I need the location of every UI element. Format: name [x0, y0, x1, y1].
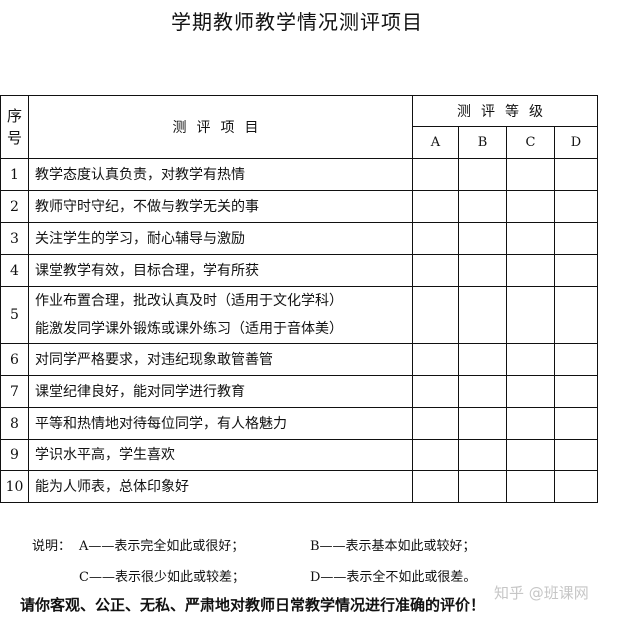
row-item: 能为人师表，总体印象好: [28, 470, 413, 503]
grade-cell-a[interactable]: [412, 158, 459, 191]
grade-cell-c[interactable]: [506, 158, 555, 191]
row-no: 4: [0, 254, 29, 287]
grade-cell-d[interactable]: [554, 343, 598, 376]
grade-cell-b[interactable]: [458, 407, 507, 440]
row-no: 3: [0, 222, 29, 255]
row-item: 课堂教学有效，目标合理，学有所获: [28, 254, 413, 287]
table-row: 2 教师守时守纪，不做与教学无关的事: [0, 190, 598, 223]
row-item-text: 作业布置合理，批改认真及时（适用于文化学科）: [35, 293, 343, 309]
grade-cell-b[interactable]: [458, 158, 507, 191]
grade-cell-c[interactable]: [506, 286, 555, 344]
row-item-text: 能为人师表，总体印象好: [35, 478, 189, 495]
grade-cell-c[interactable]: [506, 375, 555, 408]
page-title: 学期教师教学情况测评项目: [171, 10, 423, 34]
row-no: 9: [0, 439, 29, 471]
grade-cell-a[interactable]: [412, 222, 459, 255]
table-row: 1 教学态度认真负责，对教学有热情: [0, 158, 598, 191]
row-item: 教师守时守纪，不做与教学无关的事: [28, 190, 413, 223]
grade-a: A: [412, 126, 459, 159]
table-row: 4 课堂教学有效，目标合理，学有所获: [0, 254, 598, 287]
grade-cell-b[interactable]: [458, 375, 507, 408]
note-label: 说明：: [32, 539, 72, 554]
row-item-text: 平等和热情地对待每位同学，有人格魅力: [35, 415, 287, 432]
grade-cell-d[interactable]: [554, 286, 598, 344]
table-row: 7 课堂纪律良好，能对同学进行教育: [0, 375, 598, 408]
table-row: 9 学识水平高，学生喜欢: [0, 439, 598, 471]
grade-cell-b[interactable]: [458, 222, 507, 255]
row-no: 8: [0, 407, 29, 440]
grade-c: C: [506, 126, 555, 159]
header-item: 测评项目: [28, 95, 413, 159]
grade-cell-c[interactable]: [506, 190, 555, 223]
grade-cell-d[interactable]: [554, 439, 598, 471]
row-no: 6: [0, 343, 29, 376]
grade-cell-b[interactable]: [458, 286, 507, 344]
grade-cell-b[interactable]: [458, 470, 507, 503]
grade-cell-b[interactable]: [458, 343, 507, 376]
row-no: 2: [0, 190, 29, 223]
row-item: 平等和热情地对待每位同学，有人格魅力: [28, 407, 413, 440]
grade-cell-c[interactable]: [506, 439, 555, 471]
grade-cell-a[interactable]: [412, 286, 459, 344]
grade-cell-d[interactable]: [554, 222, 598, 255]
note-a: A——表示完全如此或很好；: [79, 539, 245, 554]
grade-cell-a[interactable]: [412, 407, 459, 440]
row-item: 作业布置合理，批改认真及时（适用于文化学科） 能激发同学课外锻炼或课外练习（适用于…: [28, 286, 413, 344]
row-item: 学识水平高，学生喜欢: [28, 439, 413, 471]
row-item-text: 对同学严格要求，对违纪现象敢管善管: [35, 351, 273, 368]
table-row: 5 作业布置合理，批改认真及时（适用于文化学科） 能激发同学课外锻炼或课外练习（适用…: [0, 286, 598, 344]
header-grade: 测评等级: [412, 95, 598, 127]
grade-cell-c[interactable]: [506, 254, 555, 287]
table-row: 8 平等和热情地对待每位同学，有人格魅力: [0, 407, 598, 440]
row-item: 关注学生的学习，耐心辅导与激励: [28, 222, 413, 255]
row-no: 1: [0, 158, 29, 191]
note-c: C——表示很少如此或较差；: [79, 570, 245, 585]
row-no: 7: [0, 375, 29, 408]
grade-cell-a[interactable]: [412, 375, 459, 408]
grade-cell-b[interactable]: [458, 190, 507, 223]
grade-cell-c[interactable]: [506, 222, 555, 255]
row-item-text: 关注学生的学习，耐心辅导与激励: [35, 230, 245, 247]
grade-b: B: [458, 126, 507, 159]
grade-cell-c[interactable]: [506, 470, 555, 503]
row-no: 5: [0, 286, 29, 344]
grade-cell-d[interactable]: [554, 375, 598, 408]
row-item-text-2: 能激发同学课外锻炼或课外练习（适用于音体美）: [35, 321, 343, 337]
row-item-text: 教学态度认真负责，对教学有热情: [35, 166, 245, 183]
row-no: 10: [0, 470, 29, 503]
grade-cell-a[interactable]: [412, 190, 459, 223]
grade-cell-c[interactable]: [506, 407, 555, 440]
table-row: 3 关注学生的学习，耐心辅导与激励: [0, 222, 598, 255]
grade-cell-d[interactable]: [554, 407, 598, 440]
grade-cell-a[interactable]: [412, 343, 459, 376]
grade-cell-d[interactable]: [554, 190, 598, 223]
row-item-text: 学识水平高，学生喜欢: [35, 447, 175, 463]
grade-cell-a[interactable]: [412, 254, 459, 287]
note-d: D——表示全不如此或很差。: [310, 570, 477, 585]
row-item: 教学态度认真负责，对教学有热情: [28, 158, 413, 191]
grade-cell-a[interactable]: [412, 470, 459, 503]
grade-cell-b[interactable]: [458, 254, 507, 287]
row-item-text: 教师守时守纪，不做与教学无关的事: [35, 198, 259, 215]
grade-cell-c[interactable]: [506, 343, 555, 376]
row-item: 课堂纪律良好，能对同学进行教育: [28, 375, 413, 408]
grade-cell-a[interactable]: [412, 439, 459, 471]
grade-cell-d[interactable]: [554, 470, 598, 503]
grade-cell-d[interactable]: [554, 158, 598, 191]
evaluation-table: 序号 测评项目 测评等级 A B C D 1 教学态度认真负责，对教学有热情 2 教师…: [0, 95, 598, 503]
note-b: B——表示基本如此或较好；: [310, 539, 476, 554]
grade-cell-d[interactable]: [554, 254, 598, 287]
row-item-text: 课堂教学有效，目标合理，学有所获: [35, 262, 259, 279]
row-item-text: 课堂纪律良好，能对同学进行教育: [35, 383, 245, 400]
final-instruction: 请你客观、公正、无私、严肃地对教师日常教学情况进行准确的评价！: [20, 596, 486, 614]
table-row: 10 能为人师表，总体印象好: [0, 470, 598, 503]
watermark: 知乎 @班课网: [494, 584, 589, 602]
row-item: 对同学严格要求，对违纪现象敢管善管: [28, 343, 413, 376]
table-row: 6 对同学严格要求，对违纪现象敢管善管: [0, 343, 598, 376]
grade-cell-b[interactable]: [458, 439, 507, 471]
header-no: 序号: [0, 95, 29, 159]
grade-d: D: [554, 126, 598, 159]
